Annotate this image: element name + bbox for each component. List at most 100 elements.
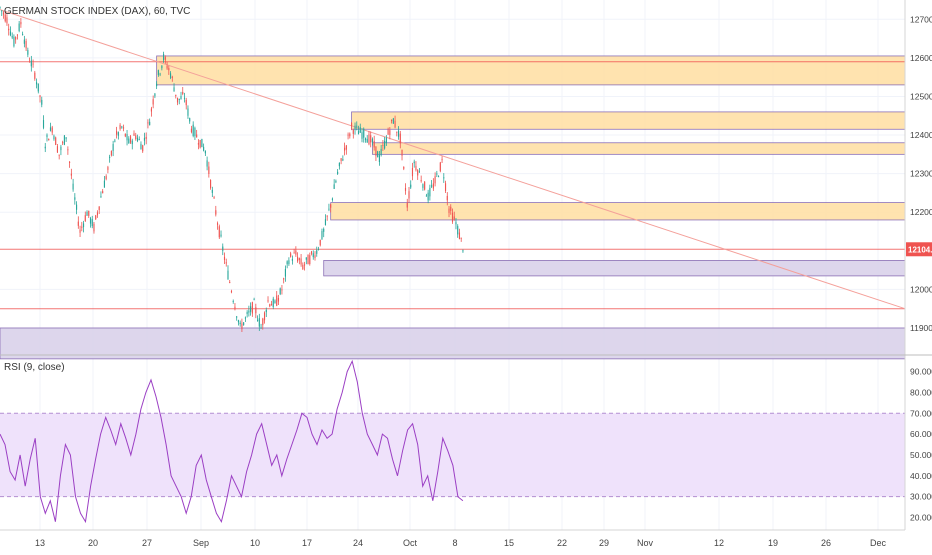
rsi-y-tick-label: 60.0000 xyxy=(910,429,932,439)
candle-body xyxy=(338,162,340,167)
candle-body xyxy=(406,203,408,208)
candle-body xyxy=(420,180,422,182)
rsi-y-tick-label: 40.0000 xyxy=(910,471,932,481)
x-tick-label: 15 xyxy=(504,538,514,548)
candle-body xyxy=(138,138,140,140)
candle-body xyxy=(408,191,410,199)
candle-body xyxy=(283,278,285,280)
candle-body xyxy=(63,135,65,145)
support-zone xyxy=(0,327,906,360)
candle-body xyxy=(415,165,417,171)
price-y-tick-label: 12200.0 xyxy=(910,207,932,217)
candle-body xyxy=(295,250,297,255)
candle-body xyxy=(293,252,295,254)
candle-body xyxy=(269,304,271,307)
candle-body xyxy=(453,216,455,220)
candle-body xyxy=(48,138,50,141)
candle-body xyxy=(154,93,156,97)
price-y-tick-label: 11900.0 xyxy=(910,323,932,333)
candle-body xyxy=(441,158,443,161)
candle-body xyxy=(25,41,27,49)
axis-labels: 13 20 27 Sep 10 17 24 Oct 8 15 22 29 Nov 12 19 26 Dec 127… xyxy=(35,14,932,548)
candle-body xyxy=(89,218,92,224)
candle-body xyxy=(373,140,375,148)
candle-body xyxy=(180,96,182,100)
candle-body xyxy=(185,99,187,106)
candle-body xyxy=(105,176,107,180)
candle-body xyxy=(229,282,231,284)
candle-body xyxy=(239,322,241,325)
rsi-y-tick-label: 20.0000 xyxy=(910,512,932,522)
candle-body xyxy=(44,146,46,149)
candle-body xyxy=(157,70,159,75)
candle-body xyxy=(394,120,396,128)
candle-body xyxy=(263,312,266,321)
candle-body xyxy=(82,223,85,228)
candle-body xyxy=(77,221,79,226)
candle-body xyxy=(51,127,53,133)
candle-body xyxy=(53,135,55,140)
candle-body xyxy=(350,122,353,127)
candle-body xyxy=(135,135,137,140)
candle-body xyxy=(112,144,114,151)
candle-body xyxy=(23,39,25,44)
candle-body xyxy=(192,124,194,136)
candle-body xyxy=(344,147,346,151)
candle-body xyxy=(265,309,267,313)
candle-body xyxy=(1,10,3,12)
candle-body xyxy=(361,132,363,139)
candle-body xyxy=(243,322,245,326)
candle-body xyxy=(175,94,177,97)
candle-body xyxy=(30,60,32,67)
x-tick-label: 19 xyxy=(768,538,778,548)
last-price-badge xyxy=(906,242,932,257)
x-tick-label: Nov xyxy=(637,538,654,548)
candle-body xyxy=(321,231,323,239)
candle-body xyxy=(375,146,377,156)
candle-body xyxy=(210,179,212,188)
candle-body xyxy=(69,161,71,163)
candle-body xyxy=(161,65,163,69)
candle-body xyxy=(79,229,81,233)
candle-body xyxy=(96,212,99,216)
candle-body xyxy=(330,204,332,208)
candle-body xyxy=(164,57,166,60)
candle-body xyxy=(204,150,206,154)
candle-body xyxy=(149,121,151,126)
candle-body xyxy=(190,128,193,133)
candle-body xyxy=(166,66,168,69)
candle-body xyxy=(384,140,386,149)
x-tick-label: Oct xyxy=(403,538,418,548)
candle-body xyxy=(156,83,158,87)
candle-body xyxy=(15,37,17,40)
rsi-y-tick-label: 80.0000 xyxy=(910,387,932,397)
rsi-y-tick-label: 30.0000 xyxy=(910,492,932,502)
candle-body xyxy=(95,215,97,220)
candle-body xyxy=(123,127,125,129)
candle-body xyxy=(422,184,424,188)
candle-body xyxy=(86,211,88,216)
candle-body xyxy=(260,327,262,329)
candle-body xyxy=(114,140,116,142)
candle-body xyxy=(387,129,389,135)
candle-body xyxy=(286,261,288,265)
x-tick-label: 17 xyxy=(302,538,312,548)
candle-body xyxy=(347,134,349,136)
candle-body xyxy=(98,206,100,210)
candle-body xyxy=(272,298,274,308)
candle-body xyxy=(8,28,10,31)
candle-body xyxy=(109,156,111,158)
candle-body xyxy=(27,50,29,55)
candle-body xyxy=(397,130,400,137)
candle-body xyxy=(460,237,462,239)
chart-title: GERMAN STOCK INDEX (DAX), 60, TVC xyxy=(4,6,190,17)
candle-body xyxy=(382,144,384,146)
candle-body xyxy=(140,143,142,150)
candle-body xyxy=(262,318,264,326)
candle-body xyxy=(42,120,45,128)
candle-body xyxy=(251,302,253,314)
rsi-line-group xyxy=(0,359,464,524)
candle-body xyxy=(253,299,255,301)
candle-body xyxy=(126,134,128,141)
candle-body xyxy=(49,127,52,131)
